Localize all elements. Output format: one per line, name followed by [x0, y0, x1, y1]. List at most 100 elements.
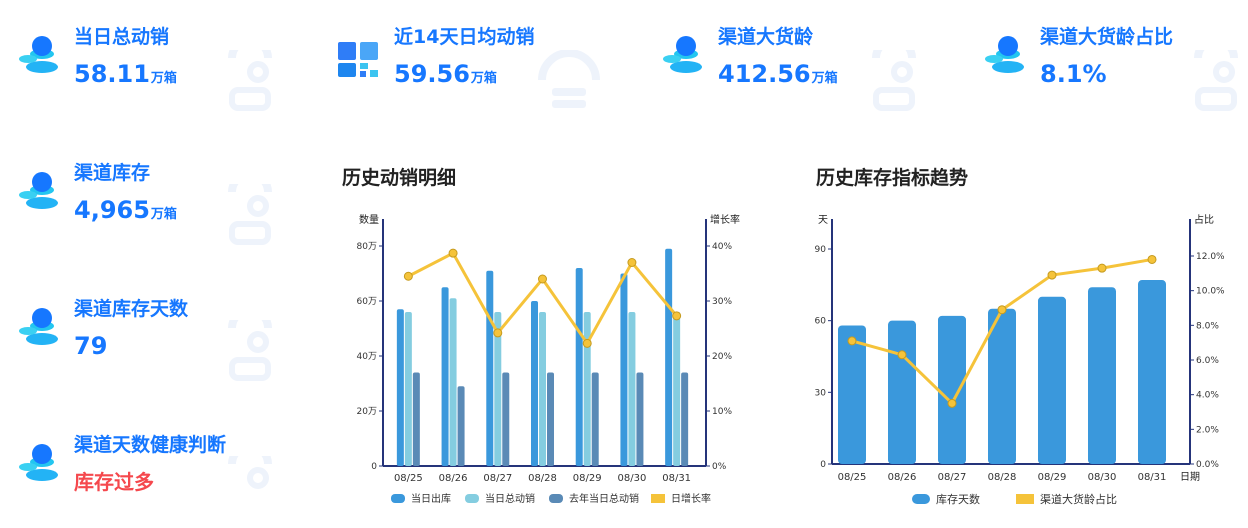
- stock-chart-title: 历史库存指标趋势: [816, 167, 969, 189]
- y2-tick-label: 10.0%: [1196, 287, 1225, 297]
- line-point: [582, 338, 592, 348]
- bar-当日出库: [396, 309, 404, 466]
- kpi-stock-days: 渠道库存天数 79: [16, 298, 316, 388]
- bar-库存天数: [888, 320, 916, 464]
- bar-当日总动销: [628, 312, 636, 466]
- legend-label: 渠道大货龄占比: [1040, 492, 1117, 506]
- bar-去年当日总动销: [636, 372, 644, 466]
- y2-tick-label: 12.0%: [1196, 252, 1225, 262]
- kpi-value: 58.11万箱: [74, 60, 177, 88]
- y2-tick-label: 30%: [712, 297, 732, 307]
- watermark-icon: [228, 50, 272, 111]
- bar-当日出库: [665, 248, 673, 466]
- kpi-label: 渠道大货龄占比: [1040, 26, 1174, 48]
- x-tick-label: 08/29: [573, 473, 602, 484]
- legend-swatch: [1016, 494, 1034, 504]
- bar-去年当日总动销: [681, 372, 689, 466]
- kpi-label: 渠道库存天数: [74, 298, 189, 320]
- x-tick-label: 08/30: [1088, 472, 1117, 483]
- y-tick-label: 80万: [357, 242, 377, 252]
- kpi-value: 412.56万箱: [718, 60, 838, 88]
- x-tick-label: 08/28: [528, 473, 557, 484]
- y-tick-label: 60万: [357, 297, 377, 307]
- x-tick-label: 08/30: [618, 473, 647, 484]
- line-point: [1147, 254, 1157, 264]
- x-tick-label: 08/31: [1138, 472, 1167, 483]
- x-tick-label: 08/27: [483, 473, 512, 484]
- line-point: [403, 271, 413, 281]
- y-axis-label: 天: [818, 215, 828, 226]
- bar-去年当日总动销: [591, 372, 599, 466]
- bar-库存天数: [838, 325, 866, 464]
- y-tick-label: 40万: [357, 352, 377, 362]
- bar-当日总动销: [449, 298, 457, 466]
- bar-库存天数: [988, 308, 1016, 464]
- y-tick-label: 30: [815, 388, 827, 398]
- users-icon: [19, 308, 58, 345]
- legend-swatch: [465, 494, 479, 503]
- watermark-icon: [228, 320, 272, 381]
- legend-swatch: [391, 494, 405, 503]
- bar-去年当日总动销: [502, 372, 510, 466]
- y-tick-label: 60: [815, 317, 827, 327]
- watermark-icon: [228, 184, 272, 245]
- kpi-value: 4,965万箱: [74, 196, 177, 224]
- line-point: [627, 258, 637, 267]
- y-tick-label: 0: [820, 460, 826, 470]
- kpi-daily-sales: 当日总动销 58.11万箱: [16, 26, 316, 116]
- legend-label: 日增长率: [671, 492, 711, 505]
- kpi-channel-age: 渠道大货龄 412.56万箱: [660, 26, 960, 116]
- line-point: [897, 350, 907, 360]
- kpi-avg14-sales: 近14天日均动销 59.56万箱: [336, 26, 636, 116]
- bar-库存天数: [1138, 280, 1166, 464]
- legend-swatch: [549, 494, 563, 503]
- users-icon: [985, 36, 1024, 73]
- y-axis-label: 数量: [359, 213, 379, 226]
- x-tick-label: 08/28: [988, 472, 1017, 483]
- bar-库存天数: [1088, 287, 1116, 464]
- y-tick-label: 90: [815, 245, 827, 255]
- bar-当日总动销: [673, 312, 681, 466]
- watermark-icon: [228, 456, 272, 489]
- legend-label: 库存天数: [936, 492, 980, 506]
- kpi-value: 59.56万箱: [394, 60, 497, 88]
- y-tick-label: 0: [371, 462, 377, 472]
- bar-当日出库: [575, 268, 583, 466]
- bar-当日总动销: [539, 312, 546, 466]
- y2-tick-label: 0%: [712, 462, 727, 472]
- users-icon: [19, 444, 58, 481]
- x-axis-label: 日期: [1180, 471, 1200, 483]
- line-point: [1047, 270, 1057, 280]
- line-point: [847, 336, 857, 346]
- y2-tick-label: 8.0%: [1196, 321, 1219, 331]
- kpi-channel-age-ratio: 渠道大货龄占比 8.1%: [982, 26, 1248, 116]
- x-tick-label: 08/31: [662, 473, 691, 484]
- bar-当日出库: [486, 270, 494, 466]
- kpi-label: 当日总动销: [74, 26, 170, 48]
- x-tick-label: 08/26: [888, 472, 917, 483]
- y2-tick-label: 0.0%: [1196, 460, 1219, 470]
- y2-axis-label: 增长率: [710, 213, 740, 226]
- line-point: [947, 398, 957, 408]
- watermark-icon: [872, 50, 916, 111]
- bar-去年当日总动销: [412, 372, 420, 466]
- line-point: [1097, 263, 1107, 273]
- users-icon: [663, 36, 702, 73]
- kpi-label: 渠道库存: [74, 162, 151, 184]
- sales-chart: 数量 增长率 0 20万 40万 60万 80万 0% 10% 20% 30% 40% 08/25 08/…: [357, 213, 740, 505]
- kpi-label: 渠道大货龄: [718, 26, 814, 48]
- bar-去年当日总动销: [547, 372, 554, 466]
- bar-当日出库: [531, 301, 538, 466]
- legend-swatch: [651, 494, 665, 503]
- line-point: [997, 305, 1007, 315]
- bar-去年当日总动销: [457, 386, 465, 466]
- y2-tick-label: 4.0%: [1196, 391, 1219, 401]
- legend-label: 去年当日总动销: [569, 492, 639, 505]
- x-tick-label: 08/25: [838, 472, 867, 483]
- y2-tick-label: 10%: [712, 407, 732, 417]
- sales-chart-title: 历史动销明细: [342, 167, 457, 189]
- x-tick-label: 08/25: [394, 473, 423, 484]
- kpi-value: 79: [74, 332, 108, 360]
- watermark-icon: [1194, 50, 1238, 111]
